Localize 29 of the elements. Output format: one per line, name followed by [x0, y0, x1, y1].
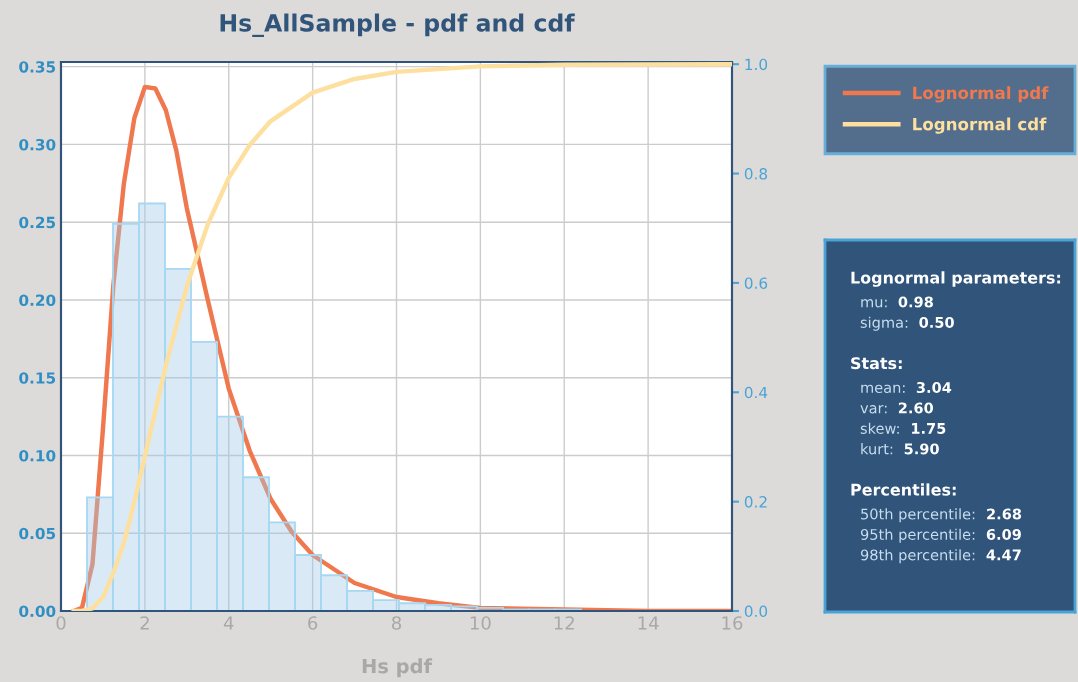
text: var: 2.60 — [860, 402, 934, 414]
text: kurt: 5.90 — [861, 443, 939, 455]
text: Percentiles: — [851, 483, 956, 496]
text: mu: 0.98 — [861, 296, 933, 308]
y2-tick-label: 0.6 — [744, 277, 768, 289]
y-tick-label: 0.30 — [19, 138, 56, 151]
y-tick-label: 0.20 — [19, 294, 56, 306]
chart-title: Hs_AllSample - pdf and cdf — [220, 13, 575, 38]
text: 50th percentile: 2.68 — [861, 508, 1022, 523]
text: skew: 1.75 — [860, 422, 946, 434]
text: Stats: — [851, 357, 902, 370]
text: 95th percentile: 6.09 — [860, 528, 1021, 543]
y2-tick-label: 0.0 — [744, 605, 768, 618]
y2-tick-label: 0.4 — [744, 386, 768, 399]
text: 98th percentile: 4.47 — [860, 549, 1021, 564]
y-tick-label: 0.10 — [19, 449, 56, 462]
y-tick-label: 0.00 — [19, 605, 56, 618]
legend-label: Lognormal pdf — [913, 86, 1049, 103]
text: mean: 3.04 — [861, 382, 952, 394]
y-tick-label: 0.15 — [19, 372, 56, 384]
y-tick-label: 0.05 — [19, 527, 56, 540]
y2-tick-label: 1.0 — [745, 58, 768, 71]
y-tick-label: 0.25 — [19, 216, 56, 229]
y-tick-label: 0.35 — [19, 61, 56, 73]
text: sigma: 0.50 — [860, 316, 954, 331]
legend-label: Lognormal cdf — [913, 117, 1047, 134]
text: Lognormal parameters: — [851, 271, 1061, 287]
y2-tick-label: 0.8 — [744, 168, 768, 180]
y2-tick-label: 0.2 — [744, 496, 767, 508]
